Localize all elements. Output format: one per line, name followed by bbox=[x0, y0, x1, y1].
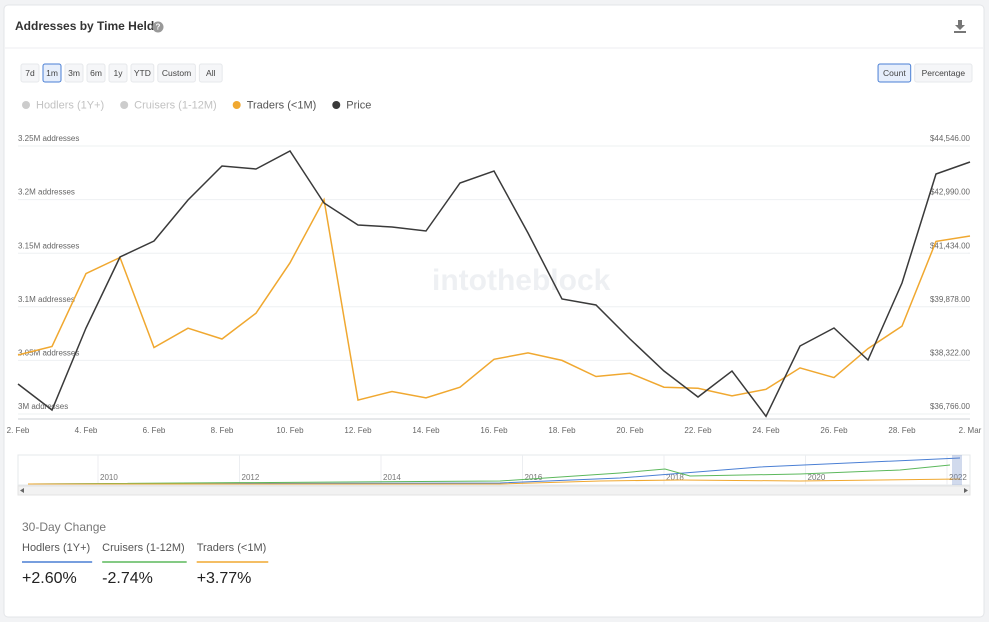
y2-tick-label: $38,322.00 bbox=[930, 349, 971, 358]
summary-label: Traders (<1M) bbox=[197, 542, 267, 554]
range-button-label[interactable]: 1y bbox=[114, 68, 124, 78]
x-tick-label: 2. Feb bbox=[7, 426, 30, 435]
card bbox=[3, 4, 985, 618]
legend-marker[interactable] bbox=[22, 101, 30, 109]
x-tick-label: 14. Feb bbox=[412, 426, 440, 435]
y-tick-label: 3.2M addresses bbox=[18, 188, 75, 197]
legend-marker[interactable] bbox=[332, 101, 341, 109]
x-tick-label: 18. Feb bbox=[548, 426, 576, 435]
range-button[interactable] bbox=[130, 63, 155, 83]
help-icon[interactable] bbox=[152, 21, 164, 33]
navigator-hodlers bbox=[27, 457, 961, 485]
x-tick-label: 4. Feb bbox=[75, 426, 98, 435]
legend-label[interactable]: Traders (<1M) bbox=[247, 99, 317, 111]
navigator-year: 2010 bbox=[100, 473, 118, 482]
range-button-label[interactable]: 7d bbox=[25, 68, 35, 78]
y2-tick-label: $44,546.00 bbox=[930, 134, 971, 143]
legend-label[interactable]: Price bbox=[346, 99, 371, 111]
summary-value: +3.77% bbox=[197, 570, 252, 587]
series-line bbox=[17, 197, 971, 402]
navigator-year: 2012 bbox=[242, 473, 260, 482]
y-tick-label: 3M addresses bbox=[18, 402, 68, 411]
scroll-left[interactable] bbox=[20, 488, 24, 493]
x-tick-label: 20. Feb bbox=[616, 426, 644, 435]
legend-label[interactable]: Hodlers (1Y+) bbox=[36, 99, 104, 111]
x-tick-label: 12. Feb bbox=[344, 426, 372, 435]
help-icon-text: ? bbox=[156, 23, 161, 32]
summary-label: Cruisers (1-12M) bbox=[102, 542, 185, 554]
x-tick-label: 6. Feb bbox=[143, 426, 166, 435]
mode-button[interactable] bbox=[877, 63, 912, 83]
range-button-label[interactable]: YTD bbox=[134, 68, 151, 78]
x-tick-label: 26. Feb bbox=[820, 426, 848, 435]
navigator-year: 2018 bbox=[666, 473, 684, 482]
scroll-right[interactable] bbox=[964, 488, 968, 493]
y2-tick-label: $42,990.00 bbox=[930, 188, 971, 197]
mode-button-label[interactable]: Count bbox=[883, 68, 906, 78]
navigator-year: 2020 bbox=[808, 473, 826, 482]
y2-tick-label: $41,434.00 bbox=[930, 241, 971, 250]
range-button-label[interactable]: 1m bbox=[46, 68, 58, 78]
legend-marker[interactable] bbox=[232, 101, 241, 109]
navigator-year: 2022 bbox=[949, 473, 967, 482]
x-tick-label: 16. Feb bbox=[480, 426, 508, 435]
range-button-label[interactable]: 3m bbox=[68, 68, 80, 78]
mode-button[interactable] bbox=[914, 63, 973, 83]
x-tick-label: 2. Mar bbox=[959, 426, 982, 435]
navigator-year: 2014 bbox=[383, 473, 401, 482]
y-tick-label: 3.05M addresses bbox=[18, 349, 79, 358]
legend-label[interactable]: Cruisers (1-12M) bbox=[134, 99, 217, 111]
range-button[interactable] bbox=[86, 63, 106, 83]
mode-button-label[interactable]: Percentage bbox=[922, 68, 966, 78]
series-line bbox=[17, 150, 971, 418]
watermark: intotheblock bbox=[432, 264, 611, 297]
range-button[interactable] bbox=[20, 63, 40, 83]
range-button-label[interactable]: 6m bbox=[90, 68, 102, 78]
navigator-cruisers bbox=[27, 464, 951, 485]
y-tick-label: 3.25M addresses bbox=[18, 134, 79, 143]
y2-tick-label: $39,878.00 bbox=[930, 295, 971, 304]
range-button[interactable] bbox=[108, 63, 128, 83]
x-tick-label: 22. Feb bbox=[684, 426, 712, 435]
range-button[interactable] bbox=[157, 63, 196, 83]
y-tick-label: 3.1M addresses bbox=[18, 295, 75, 304]
navigator-window[interactable] bbox=[952, 455, 962, 485]
range-button[interactable] bbox=[42, 63, 62, 83]
x-tick-label: 24. Feb bbox=[752, 426, 780, 435]
x-tick-label: 28. Feb bbox=[888, 426, 916, 435]
range-button-label[interactable]: Custom bbox=[162, 68, 191, 78]
scrollbar bbox=[17, 485, 971, 496]
range-button[interactable] bbox=[64, 63, 84, 83]
navigator-traders bbox=[28, 478, 961, 485]
summary-value: +2.60% bbox=[22, 570, 77, 587]
range-button-label[interactable]: All bbox=[206, 68, 216, 78]
summary-label: Hodlers (1Y+) bbox=[22, 542, 90, 554]
legend-marker[interactable] bbox=[120, 101, 129, 109]
y-tick-label: 3.15M addresses bbox=[18, 241, 79, 250]
summary-value: -2.74% bbox=[102, 570, 153, 587]
x-tick-label: 8. Feb bbox=[211, 426, 234, 435]
navigator-year: 2016 bbox=[525, 473, 543, 482]
x-tick-label: 10. Feb bbox=[276, 426, 304, 435]
summary-title: 30-Day Change bbox=[22, 520, 106, 534]
widget-title: Addresses by Time Held bbox=[15, 19, 154, 33]
range-button[interactable] bbox=[198, 63, 223, 83]
y2-tick-label: $36,766.00 bbox=[930, 402, 971, 411]
navigator bbox=[17, 454, 971, 486]
download-icon[interactable] bbox=[954, 20, 966, 33]
